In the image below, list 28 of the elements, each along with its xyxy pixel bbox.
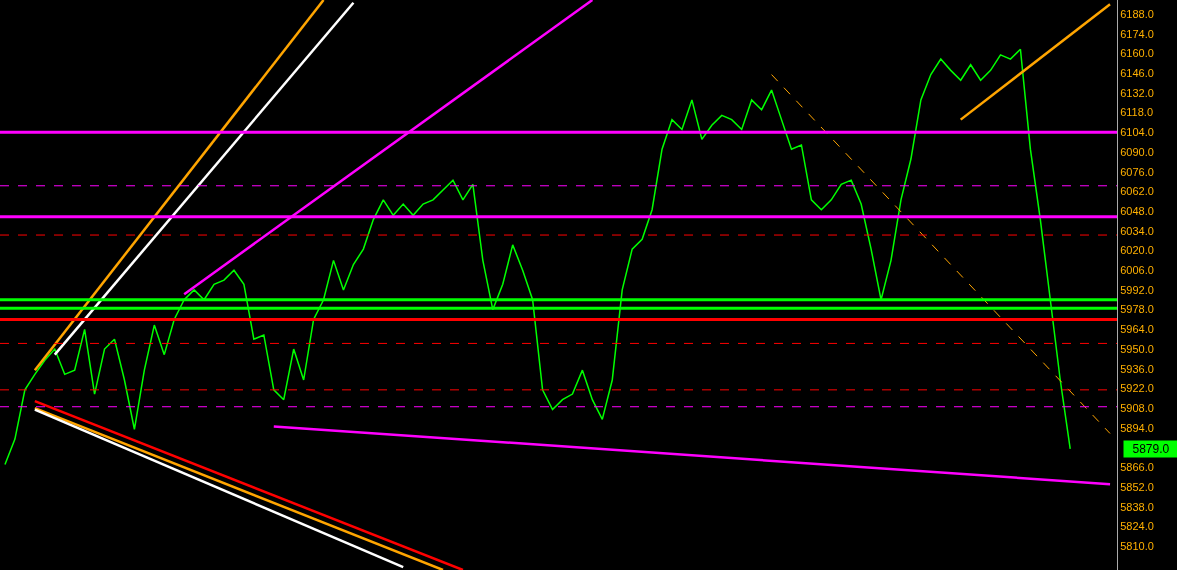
y-tick-label: 5908.0 — [1120, 402, 1154, 414]
y-tick-label: 5922.0 — [1120, 382, 1154, 395]
y-tick-label: 5950.0 — [1120, 342, 1154, 355]
y-tick-label: 5992.0 — [1120, 283, 1154, 296]
y-tick-label: 6146.0 — [1120, 67, 1154, 80]
y-tick-label: 5824.0 — [1120, 520, 1154, 533]
y-tick-label: 5810.0 — [1120, 539, 1154, 552]
y-tick-label: 5936.0 — [1120, 362, 1154, 375]
y-tick-label: 6006.0 — [1120, 264, 1154, 277]
y-tick-label: 5978.0 — [1120, 303, 1154, 316]
y-tick-label: 6132.0 — [1120, 86, 1154, 99]
y-tick-label: 6160.0 — [1120, 47, 1154, 60]
y-tick-label: 5852.0 — [1120, 480, 1154, 493]
y-tick-label: 6076.0 — [1120, 165, 1154, 178]
text: 5879.0 — [1132, 442, 1170, 456]
y-tick-label: 5866.0 — [1120, 461, 1154, 474]
y-tick-label: 5894.0 — [1120, 421, 1154, 434]
y-tick-label: 6118.0 — [1120, 106, 1154, 119]
y-tick-label: 5838.0 — [1120, 500, 1154, 513]
y-tick-label: 6034.0 — [1120, 224, 1154, 237]
y-tick-label: 6188.0 — [1120, 7, 1154, 20]
y-tick-label: 6174.0 — [1120, 27, 1154, 40]
y-tick-label: 6062.0 — [1120, 185, 1154, 198]
y-tick-label: 6020.0 — [1120, 244, 1154, 257]
y-tick-label: 5964.0 — [1120, 323, 1154, 336]
y-tick-label: 6090.0 — [1120, 145, 1154, 158]
y-tick-label: 6048.0 — [1120, 204, 1154, 217]
y-tick-label: 6104.0 — [1120, 126, 1154, 139]
